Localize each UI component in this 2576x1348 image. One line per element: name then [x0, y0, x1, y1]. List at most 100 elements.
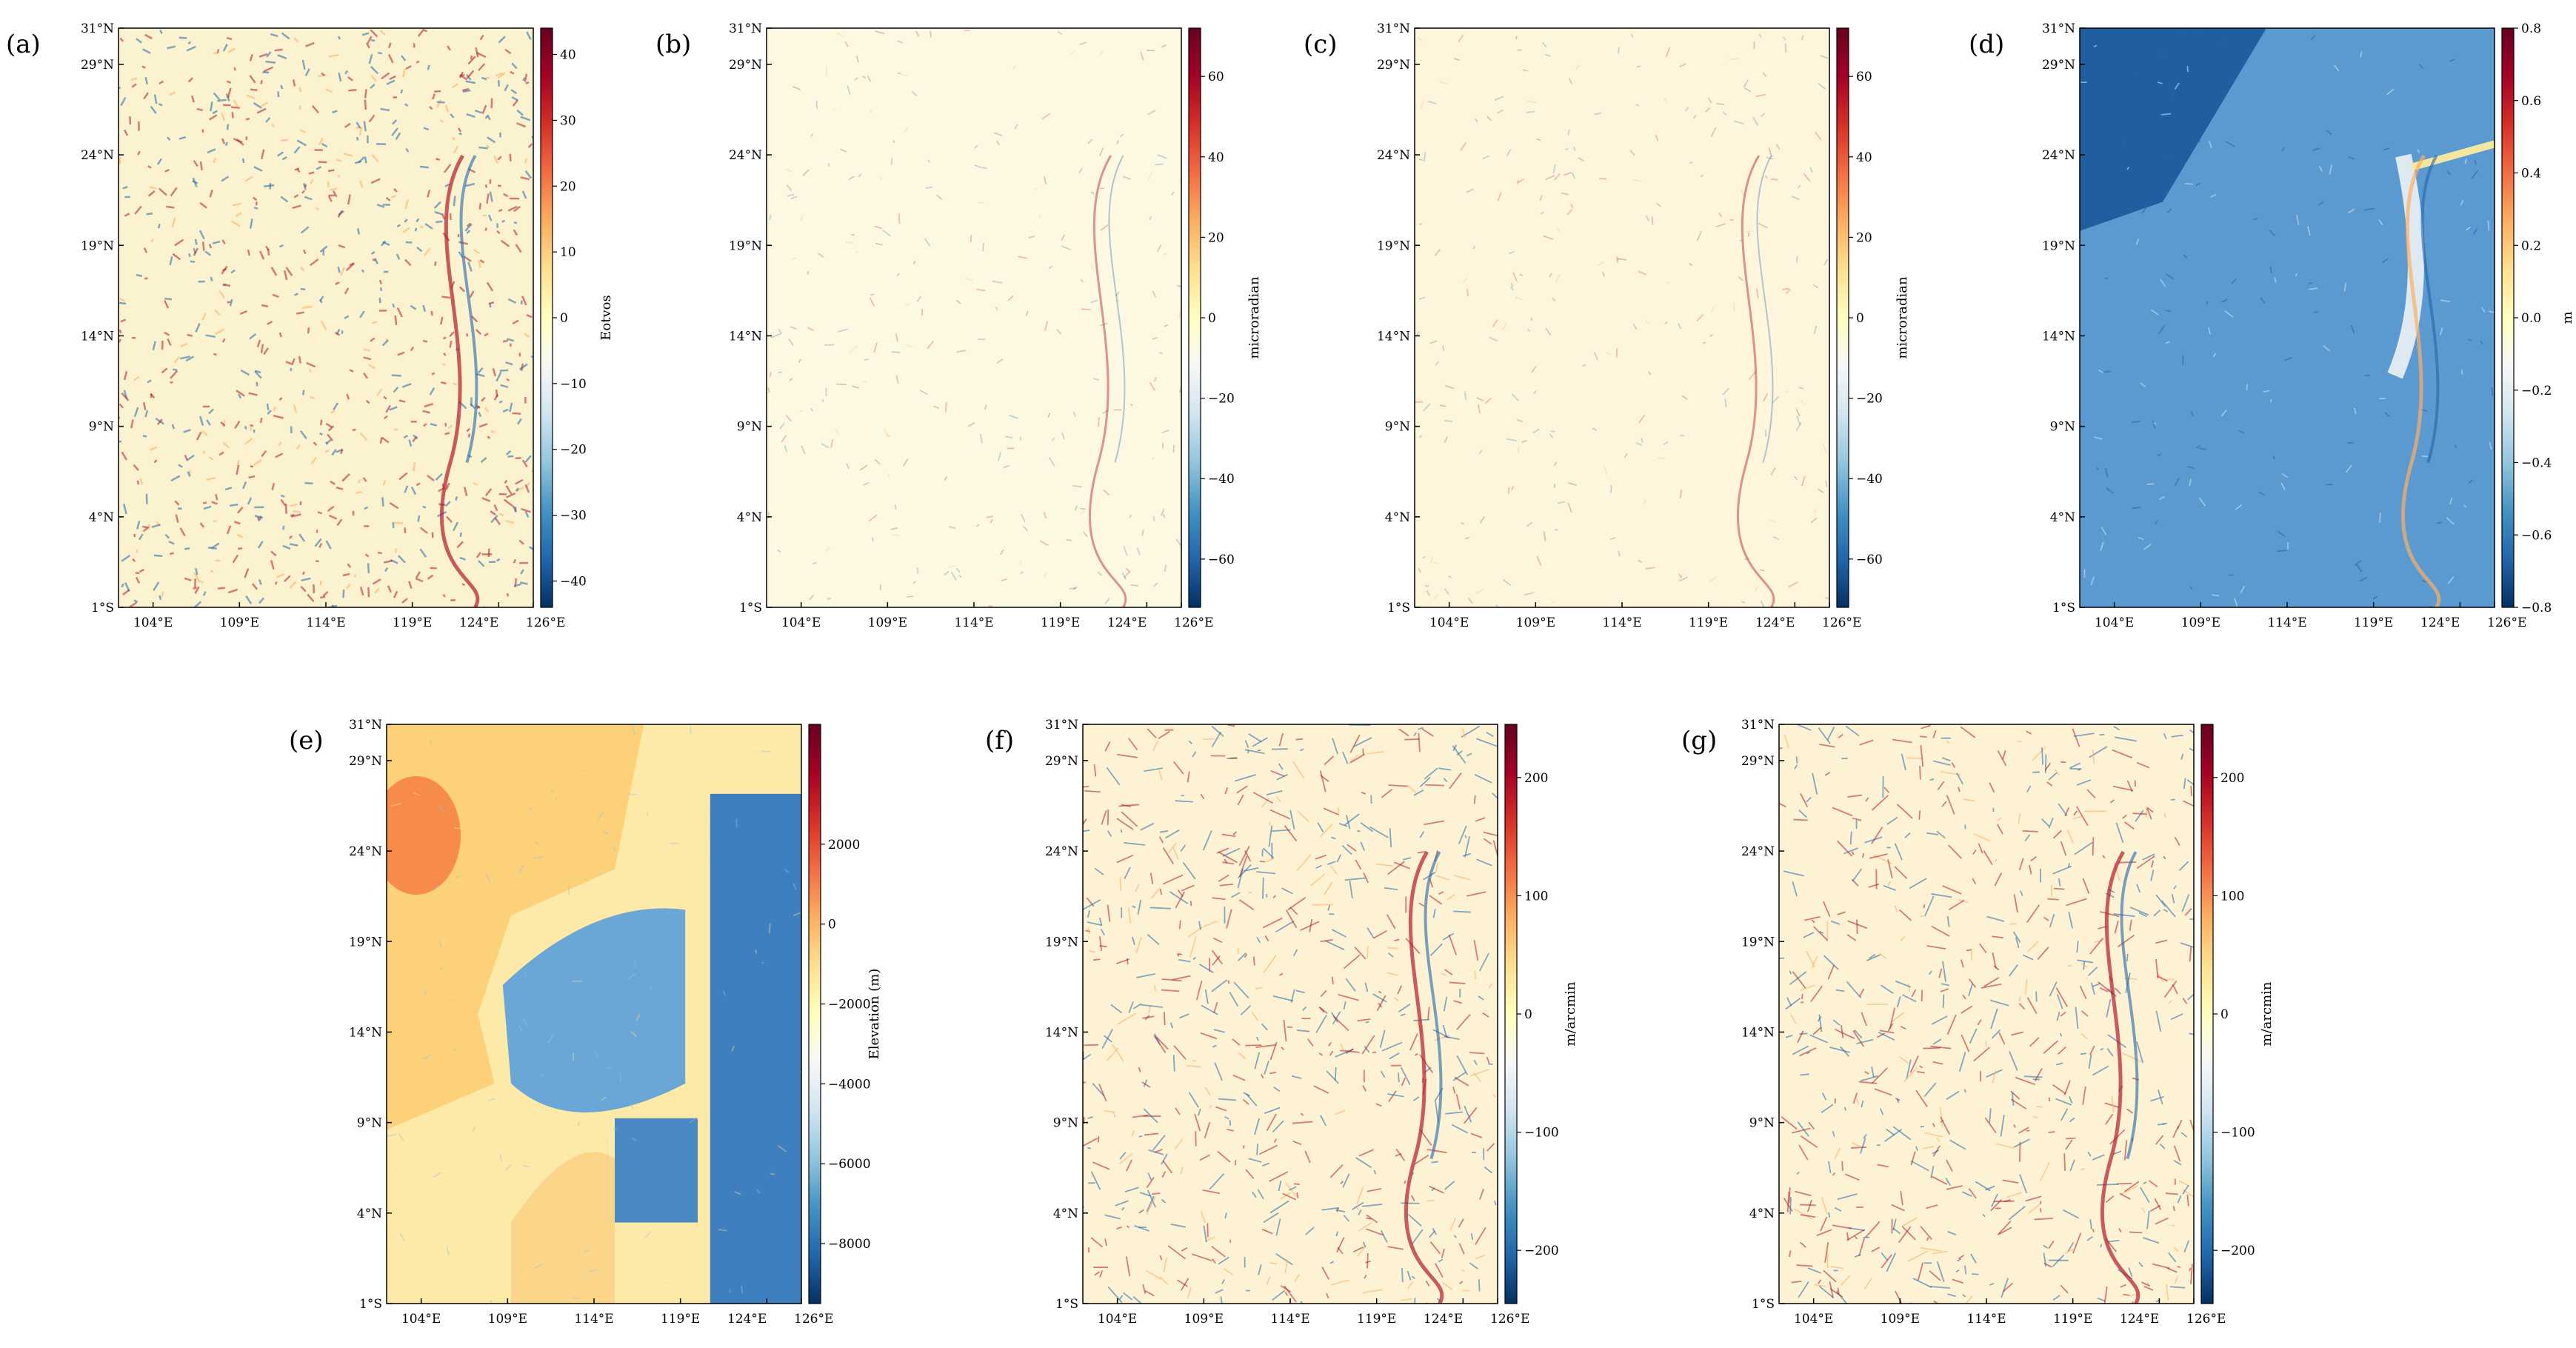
colorbar: 2000 0 −2000 −4000 −6000 −8000 Elevation (m) [808, 724, 882, 1304]
colorbar-tick-label: 60 [1856, 70, 1872, 84]
y-tick-label: 19°N [1045, 935, 1078, 950]
y-tick-label: 1°S [1387, 601, 1410, 615]
colorbar-tick-label: 0.2 [2521, 238, 2541, 253]
colorbar-label: Eotvos [598, 295, 614, 340]
y-tick-label: 31°N [2042, 21, 2075, 36]
colorbar-label: microradian [1895, 276, 1910, 359]
colorbar-tick-label: −0.8 [2521, 601, 2552, 615]
x-tick-label: 124°E [1107, 615, 1147, 630]
colorbar-tick-label: −40 [1208, 472, 1235, 487]
colorbar: 60 40 20 0 −20 −40 −60 microradian [1836, 27, 1910, 608]
panel-label: (c) [1304, 30, 1338, 59]
x-tick-label: 104°E [1098, 1312, 1137, 1327]
y-tick-label: 4°N [1053, 1207, 1078, 1221]
y-tick-label: 4°N [89, 510, 114, 525]
x-tick-label: 119°E [661, 1312, 700, 1327]
panel-2: (c) 31°N 29°N 24°N 19°N 14°N 9°N 4°N 1°S 104°E 109… [1304, 21, 1910, 630]
colorbar-tick-label: 0.0 [2521, 311, 2541, 326]
x-tick-label: 124°E [1424, 1312, 1463, 1327]
colorbar-tick-label: −60 [1856, 553, 1883, 567]
colorbar-tick-label: 20 [1856, 230, 1872, 245]
y-tick-label: 19°N [81, 238, 114, 253]
y-tick-label: 4°N [2050, 510, 2075, 525]
x-tick-label: 124°E [727, 1312, 767, 1327]
colorbar-tick-label: −30 [560, 509, 587, 524]
x-tick-label: 126°E [794, 1312, 833, 1327]
x-tick-label: 126°E [1490, 1312, 1529, 1327]
panel-label: (g) [1681, 726, 1717, 755]
panel-1: (b) 31°N 29°N 24°N 19°N 14°N 9°N 4°N 1°S 104°E 109… [655, 21, 1262, 630]
panel-4: (e) 31°N 29°N 24°N 19°N 14°N 9°N 4°N 1°S 104°E 109… [289, 718, 882, 1327]
y-tick-label: 31°N [349, 718, 382, 733]
colorbar-tick-label: −6000 [828, 1157, 871, 1172]
map-field [119, 28, 533, 607]
colorbar-tick-label: 100 [2220, 889, 2244, 904]
x-tick-label: 126°E [2186, 1312, 2226, 1327]
y-tick-label: 19°N [349, 935, 382, 950]
x-tick-label: 119°E [1041, 615, 1080, 630]
colorbar-tick-label: 0.4 [2521, 167, 2541, 181]
y-tick-label: 31°N [81, 21, 114, 36]
y-tick-label: 14°N [729, 329, 762, 344]
y-tick-label: 1°S [739, 601, 762, 615]
x-tick-label: 104°E [2095, 615, 2134, 630]
y-tick-label: 14°N [2042, 329, 2075, 344]
x-tick-label: 126°E [1822, 615, 1861, 630]
y-tick-label: 31°N [1741, 718, 1775, 733]
y-tick-label: 31°N [1045, 718, 1078, 733]
colorbar-tick-label: 200 [2220, 771, 2244, 786]
y-tick-label: 24°N [81, 148, 114, 163]
x-tick-label: 109°E [1184, 1312, 1224, 1327]
x-tick-label: 124°E [2120, 1312, 2159, 1327]
y-tick-label: 24°N [1045, 844, 1078, 859]
x-tick-label: 114°E [306, 615, 345, 630]
colorbar: 200 100 0 −100 −200 m/arcmin [1504, 724, 1578, 1304]
y-tick-label: 24°N [1377, 148, 1410, 163]
colorbar-tick-label: 40 [1856, 150, 1872, 165]
panel-label: (b) [655, 30, 691, 59]
x-tick-label: 124°E [1755, 615, 1795, 630]
colorbar-tick-label: −200 [2220, 1244, 2255, 1258]
colorbar-tick-label: 20 [1208, 230, 1224, 245]
x-tick-label: 119°E [2053, 1312, 2092, 1327]
y-tick-label: 9°N [1053, 1116, 1078, 1131]
colorbar-label: m/arcmin [1563, 981, 1578, 1046]
y-tick-label: 9°N [2050, 420, 2075, 435]
map-field [2080, 28, 2495, 607]
y-tick-label: 29°N [349, 754, 382, 769]
y-tick-label: 9°N [357, 1116, 382, 1131]
x-tick-label: 114°E [1270, 1312, 1309, 1327]
y-tick-label: 14°N [81, 329, 114, 344]
colorbar-tick-label: 100 [1524, 889, 1548, 904]
x-tick-label: 109°E [1881, 1312, 1920, 1327]
colorbar-tick-label: −100 [1524, 1126, 1559, 1141]
y-tick-label: 4°N [1385, 510, 1410, 525]
y-tick-label: 29°N [1377, 58, 1410, 73]
y-tick-label: 9°N [89, 420, 114, 435]
y-tick-label: 4°N [1749, 1207, 1775, 1221]
y-tick-label: 1°S [91, 601, 114, 615]
y-tick-label: 19°N [729, 238, 762, 253]
y-tick-label: 14°N [1045, 1025, 1078, 1040]
x-tick-label: 104°E [1794, 1312, 1833, 1327]
x-tick-label: 104°E [781, 615, 821, 630]
y-tick-label: 31°N [729, 21, 762, 36]
x-tick-label: 114°E [954, 615, 993, 630]
y-tick-label: 24°N [349, 844, 382, 859]
x-tick-label: 126°E [2487, 615, 2526, 630]
panel-5: (f) 31°N 29°N 24°N 19°N 14°N 9°N 4°N 1°S 104°E 109… [985, 718, 1578, 1327]
x-tick-label: 124°E [459, 615, 498, 630]
panel-6: (g) 31°N 29°N 24°N 19°N 14°N 9°N 4°N 1°S 104°E 109… [1681, 718, 2275, 1327]
y-tick-label: 29°N [81, 58, 114, 73]
colorbar: 0.8 0.6 0.4 0.2 0.0 −0.2 −0.4 −0.6 −0.8 m [2501, 21, 2575, 615]
map-field [767, 28, 1181, 607]
colorbar-tick-label: −0.6 [2521, 528, 2552, 543]
colorbar-label: m/arcmin [2259, 981, 2275, 1046]
x-tick-label: 109°E [220, 615, 259, 630]
x-tick-label: 114°E [1966, 1312, 2006, 1327]
x-tick-label: 114°E [1602, 615, 1641, 630]
x-tick-label: 109°E [2181, 615, 2220, 630]
y-tick-label: 4°N [357, 1207, 382, 1221]
y-tick-label: 24°N [729, 148, 762, 163]
y-tick-label: 9°N [1749, 1116, 1775, 1131]
